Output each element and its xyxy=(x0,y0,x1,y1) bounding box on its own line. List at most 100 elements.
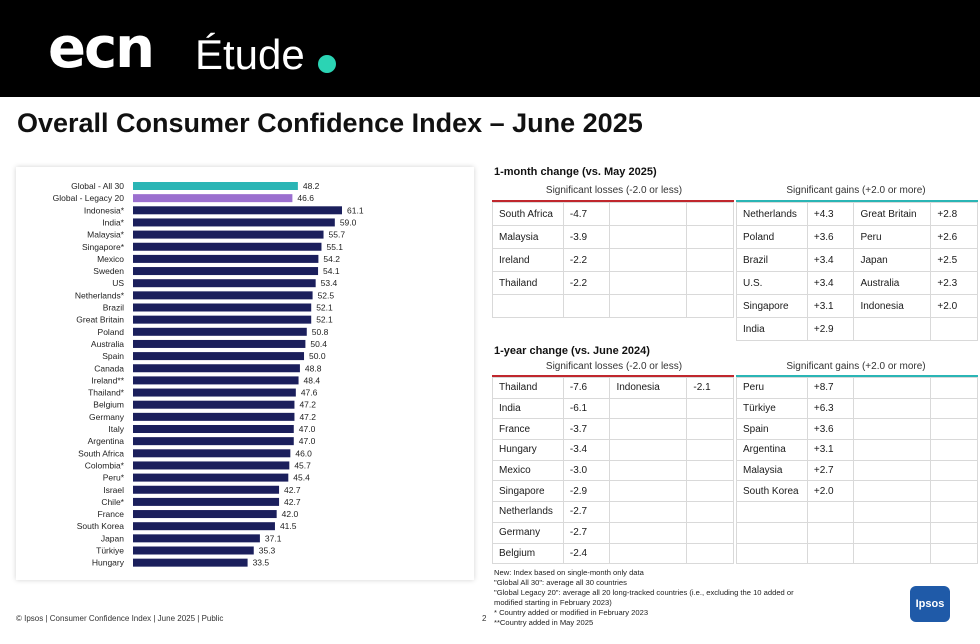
change-cell xyxy=(930,459,978,482)
country-cell: Mexico xyxy=(492,459,564,482)
change-cell xyxy=(686,542,734,565)
bar xyxy=(133,339,306,348)
country-cell xyxy=(609,480,688,503)
table-row: Poland +3.6 Peru +2.6 xyxy=(736,225,978,249)
bar xyxy=(133,315,312,324)
table-row: South Africa -4.7 xyxy=(492,202,734,226)
category-label: Singapore* xyxy=(82,242,125,252)
month-losses-header: Significant losses (-2.0 or less) xyxy=(545,185,683,196)
category-label: Colombia* xyxy=(85,460,125,470)
bar-chart: Global - All 30 48.2 Global - Legacy 20 46.… xyxy=(53,181,364,568)
value-label: 47.2 xyxy=(299,400,316,410)
logo-dot xyxy=(318,55,336,73)
category-label: Türkiye xyxy=(96,546,124,556)
country-cell: Thailand xyxy=(492,271,564,295)
table-row: Brazil +3.4 Japan +2.5 xyxy=(736,248,978,272)
country-cell xyxy=(853,480,932,503)
country-cell: Japan xyxy=(853,248,932,272)
change-cell: -2.4 xyxy=(562,542,611,565)
change-cell xyxy=(930,397,978,420)
country-cell: Germany xyxy=(492,521,564,544)
change-cell: +3.6 xyxy=(806,418,855,441)
change-cell: -2.7 xyxy=(562,521,611,544)
change-cell: -2.1 xyxy=(686,377,734,399)
bar xyxy=(133,437,294,446)
table-row: Thailand -2.2 xyxy=(492,271,734,295)
value-label: 52.1 xyxy=(316,303,333,313)
category-label: Thailand* xyxy=(88,388,125,398)
change-cell: -3.0 xyxy=(562,459,611,482)
country-cell xyxy=(609,202,688,226)
category-label: Great Britain xyxy=(76,315,124,325)
change-cell: +2.0 xyxy=(806,480,855,503)
change-cell: +2.8 xyxy=(930,202,978,226)
change-cell: -2.7 xyxy=(562,501,611,523)
category-label: South Africa xyxy=(78,448,124,458)
year-gains-rule xyxy=(736,375,978,377)
value-label: 35.3 xyxy=(259,546,276,556)
footnote: "Global Legacy 20": average all 20 long-… xyxy=(494,588,794,607)
country-cell: Hungary xyxy=(492,439,564,461)
category-label: Belgium xyxy=(93,400,124,410)
change-cell xyxy=(686,225,734,249)
change-cell: +8.7 xyxy=(806,377,855,399)
country-cell xyxy=(609,501,688,523)
category-label: Netherlands* xyxy=(75,290,125,300)
etude-label: Étude xyxy=(195,31,305,78)
bar xyxy=(133,230,324,239)
table-row: India -6.1 xyxy=(492,397,734,420)
value-label: 48.4 xyxy=(304,375,321,385)
bar xyxy=(133,473,289,482)
change-cell: +2.7 xyxy=(806,459,855,482)
bar xyxy=(133,376,299,385)
change-cell xyxy=(686,521,734,544)
country-cell xyxy=(853,521,932,544)
bar xyxy=(133,218,335,227)
change-cell: -4.7 xyxy=(562,202,611,226)
bar xyxy=(133,412,295,421)
country-cell xyxy=(736,521,808,544)
value-label: 47.0 xyxy=(299,424,316,434)
category-label: US xyxy=(112,278,124,288)
table-row: Belgium -2.4 xyxy=(492,542,734,565)
change-cell: -3.7 xyxy=(562,418,611,441)
country-cell xyxy=(609,294,688,318)
category-label: Sweden xyxy=(93,266,124,276)
table-row xyxy=(736,521,978,544)
bar xyxy=(133,279,316,288)
country-cell xyxy=(609,542,688,565)
year-change-title: 1-year change (vs. June 2024) xyxy=(494,345,650,357)
year-gains-table: Peru +8.7 Türkiye +6.3 Spain +3.6 Argentina +3.… xyxy=(736,377,978,565)
bar xyxy=(133,461,290,470)
country-cell xyxy=(609,439,688,461)
change-cell: +6.3 xyxy=(806,397,855,420)
table-row: Mexico -3.0 xyxy=(492,459,734,482)
value-label: 48.2 xyxy=(303,181,320,191)
month-gains-rule xyxy=(736,200,978,202)
value-label: 59.0 xyxy=(340,217,357,227)
change-cell xyxy=(686,271,734,295)
change-cell xyxy=(930,418,978,441)
country-cell: Thailand xyxy=(492,377,564,399)
change-cell: +2.5 xyxy=(930,248,978,272)
ecn-logo: ecn xyxy=(48,16,155,81)
change-cell: -3.4 xyxy=(562,439,611,461)
country-cell: South Africa xyxy=(492,202,564,226)
table-row: Hungary -3.4 xyxy=(492,439,734,461)
country-cell xyxy=(609,397,688,420)
table-row xyxy=(736,501,978,523)
country-cell xyxy=(609,459,688,482)
change-cell: +2.3 xyxy=(930,271,978,295)
country-cell xyxy=(853,418,932,441)
year-gains-header: Significant gains (+2.0 or more) xyxy=(786,361,926,372)
table-row: Argentina +3.1 xyxy=(736,439,978,461)
value-label: 37.1 xyxy=(265,533,282,543)
change-cell: +3.4 xyxy=(806,271,855,295)
change-cell: +2.0 xyxy=(930,294,978,318)
page-number: 2 xyxy=(482,614,487,623)
change-cell: +3.1 xyxy=(806,439,855,461)
country-cell xyxy=(853,317,932,341)
country-cell xyxy=(853,439,932,461)
bar xyxy=(133,206,342,215)
footnotes: New: Index based on single-month only da… xyxy=(494,568,824,628)
